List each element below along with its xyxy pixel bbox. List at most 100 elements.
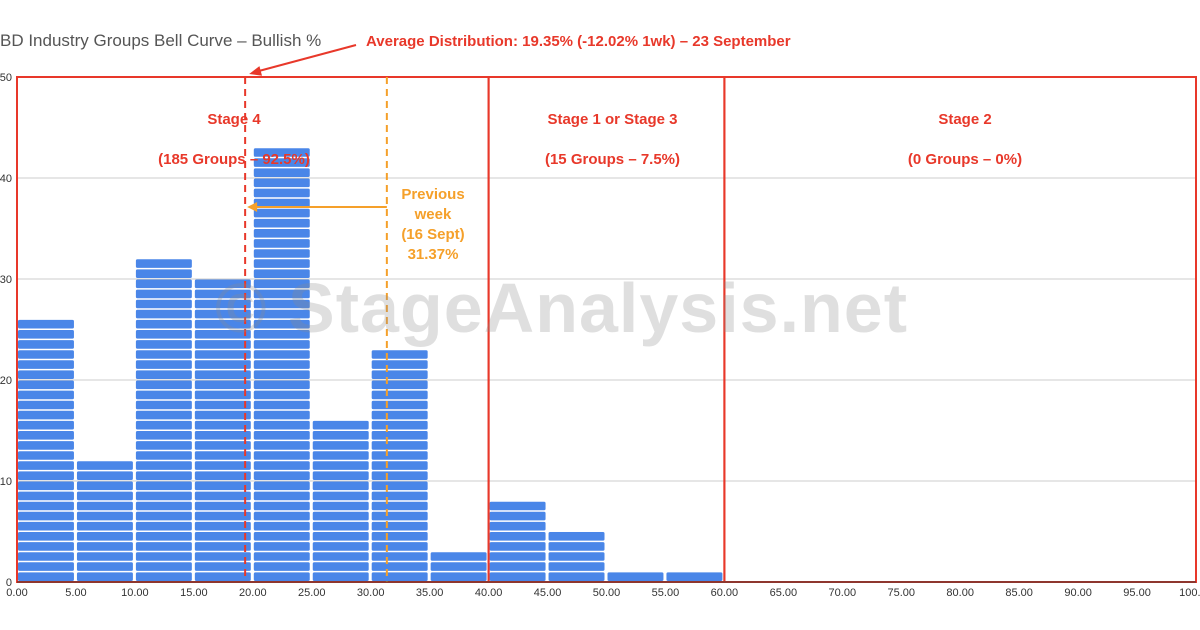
bar-unit — [253, 178, 310, 188]
bar-unit — [194, 501, 251, 511]
bar-unit — [371, 431, 428, 440]
bar-unit — [18, 471, 74, 480]
bar-unit — [135, 552, 192, 561]
bar-unit — [253, 269, 310, 278]
bar-unit — [18, 431, 74, 440]
y-tick-label: 30 — [0, 274, 12, 286]
bar-unit — [194, 279, 251, 289]
bar-unit — [135, 299, 192, 309]
histogram-bars — [18, 148, 723, 581]
x-tick-label: 35.00 — [416, 587, 444, 599]
bar-unit — [253, 380, 310, 390]
bar-unit — [253, 562, 310, 571]
histogram-bar — [430, 552, 487, 581]
x-tick-label: 0.00 — [6, 587, 27, 599]
bar-unit — [194, 330, 251, 339]
bar-unit — [666, 572, 723, 581]
bar-unit — [312, 481, 369, 491]
bar-unit — [548, 562, 605, 571]
bar-unit — [489, 521, 546, 531]
bar-unit — [135, 471, 192, 480]
bar-unit — [18, 390, 74, 400]
y-tick-label: 10 — [0, 476, 12, 488]
bar-unit — [253, 239, 310, 248]
shift-arrow-head — [247, 202, 258, 212]
x-tick-label: 90.00 — [1064, 587, 1092, 599]
bar-unit — [253, 491, 310, 501]
bar-unit — [312, 451, 369, 460]
bar-unit — [135, 360, 192, 369]
x-tick-label: 40.00 — [475, 587, 503, 599]
histogram-bar — [666, 572, 723, 581]
stage-2-name: Stage 2 — [938, 111, 992, 128]
bar-unit — [312, 521, 369, 531]
bar-unit — [76, 521, 133, 531]
bar-unit — [18, 532, 74, 541]
x-tick-label: 65.00 — [770, 587, 798, 599]
bar-unit — [253, 420, 310, 430]
bar-unit — [253, 521, 310, 531]
bar-unit — [18, 420, 74, 430]
histogram-bar — [135, 259, 192, 581]
bar-unit — [76, 461, 133, 470]
y-tick-label: 20 — [0, 375, 12, 387]
bar-unit — [253, 249, 310, 258]
bar-unit — [194, 431, 251, 440]
bar-unit — [18, 542, 74, 551]
bar-unit — [312, 572, 369, 581]
bar-unit — [194, 521, 251, 531]
x-tick-label: 70.00 — [829, 587, 857, 599]
stage-1-3-detail: (15 Groups – 7.5%) — [544, 151, 681, 168]
bar-unit — [371, 360, 428, 369]
x-tick-label: 80.00 — [946, 587, 974, 599]
bar-unit — [371, 532, 428, 541]
bar-unit — [312, 461, 369, 470]
bar-unit — [253, 572, 310, 581]
bar-unit — [253, 400, 310, 410]
watermark: © StageAnalysis.net — [215, 269, 909, 347]
previous-week-line1: Previous — [401, 186, 465, 203]
bar-unit — [430, 552, 487, 561]
bar-unit — [548, 572, 605, 581]
bar-unit — [312, 542, 369, 551]
stage-1-3-label: Stage 1 or Stage 3 (15 Groups – 7.5%) — [495, 90, 730, 190]
bar-unit — [253, 471, 310, 480]
bar-unit — [371, 521, 428, 531]
bar-unit — [76, 532, 133, 541]
bar-unit — [253, 148, 310, 157]
bar-unit — [489, 511, 546, 521]
bar-unit — [135, 380, 192, 390]
bar-unit — [18, 491, 74, 501]
previous-week-line3: (16 Sept) — [401, 226, 465, 243]
bar-unit — [135, 350, 192, 359]
bar-unit — [489, 542, 546, 551]
bar-unit — [253, 218, 310, 228]
bar-unit — [371, 542, 428, 551]
bar-unit — [489, 572, 546, 581]
bar-unit — [312, 431, 369, 440]
bar-unit — [489, 552, 546, 561]
bar-unit — [194, 552, 251, 561]
stage-4-name: Stage 4 — [207, 111, 261, 128]
bar-unit — [371, 370, 428, 379]
bar-unit — [371, 441, 428, 450]
bar-unit — [253, 481, 310, 491]
bar-unit — [194, 441, 251, 450]
bar-unit — [253, 229, 310, 238]
bar-unit — [253, 350, 310, 359]
bar-unit — [253, 340, 310, 349]
histogram-bar — [548, 532, 605, 581]
bar-unit — [194, 532, 251, 541]
bar-unit — [312, 562, 369, 571]
bar-unit — [18, 461, 74, 470]
bar-unit — [253, 188, 310, 198]
x-tick-label: 55.00 — [652, 587, 680, 599]
bar-unit — [253, 360, 310, 369]
x-tick-label: 50.00 — [593, 587, 621, 599]
bar-unit — [430, 562, 487, 571]
bar-unit — [135, 420, 192, 430]
bar-unit — [18, 521, 74, 531]
reference-lines — [244, 44, 388, 582]
bar-unit — [312, 491, 369, 501]
bar-unit — [371, 552, 428, 561]
